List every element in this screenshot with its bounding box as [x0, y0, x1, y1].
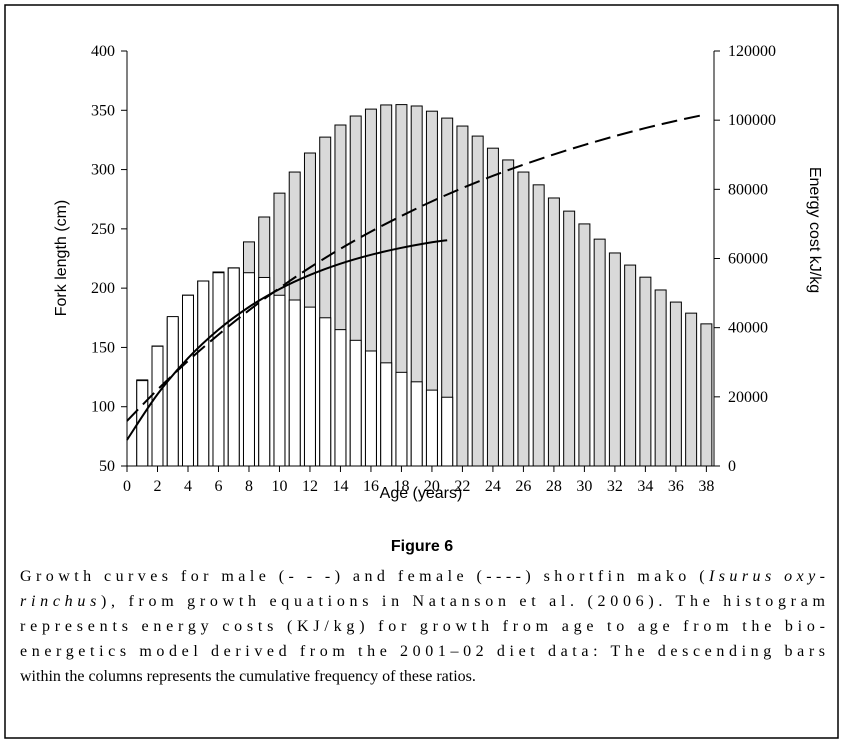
bar — [425, 389, 438, 467]
caption-text: ), from growth equations in Natanson et … — [101, 593, 826, 610]
bar — [197, 280, 210, 467]
bar — [258, 276, 271, 467]
bar — [334, 329, 347, 467]
caption-text: within the columns represents the cumula… — [20, 668, 476, 685]
y2-tick-label: 40000 — [728, 320, 768, 337]
bar — [395, 371, 408, 467]
x-tick-label: 2 — [153, 478, 161, 495]
bar — [700, 323, 713, 467]
bar — [349, 339, 362, 467]
bar — [364, 350, 377, 467]
y-tick-label: 350 — [91, 102, 115, 119]
x-tick-label: 8 — [245, 478, 253, 495]
bar — [669, 301, 682, 467]
bar — [639, 276, 652, 467]
bar — [227, 267, 240, 467]
x-tick-label: 10 — [271, 478, 287, 495]
caption-line: Growth curves for male (- - -) and femal… — [20, 568, 825, 585]
y2-tick-label: 100000 — [728, 112, 776, 129]
bar — [578, 223, 591, 467]
y2-tick-label: 80000 — [728, 181, 768, 198]
bar — [380, 362, 393, 467]
caption-text: rinchus — [20, 593, 96, 610]
caption-line: within the columns represents the cumula… — [20, 668, 476, 685]
x-tick-label: 38 — [698, 478, 714, 495]
y-tick-label: 400 — [91, 43, 115, 60]
x-tick-label: 6 — [214, 478, 222, 495]
y2-tick-label: 20000 — [728, 389, 768, 406]
bar — [288, 299, 301, 467]
caption-line: rinchus ), from growth equations in Natan… — [20, 593, 826, 610]
bar — [303, 306, 316, 467]
caption-line: energetics model derived from the 2001–0… — [20, 643, 825, 660]
x-tick-label: 24 — [485, 478, 501, 495]
caption-line: represents energy costs (KJ/kg) for grow… — [20, 618, 825, 635]
bar — [242, 272, 255, 467]
y-axis-label: Fork length (cm) — [53, 200, 70, 316]
bar — [471, 135, 484, 467]
caption-text: Growth curves for male (- - -) and femal… — [20, 568, 705, 585]
bar — [624, 264, 637, 467]
x-tick-label: 12 — [302, 478, 318, 495]
bar — [410, 381, 423, 467]
bar — [181, 294, 194, 467]
bar — [151, 345, 164, 467]
bar — [654, 289, 667, 467]
bar — [608, 252, 621, 467]
y-tick-label: 50 — [99, 458, 115, 475]
bar — [502, 159, 515, 467]
y-tick-label: 250 — [91, 221, 115, 238]
x-tick-label: 32 — [607, 478, 623, 495]
bar — [685, 312, 698, 467]
x-tick-label: 4 — [184, 478, 192, 495]
bar — [486, 147, 499, 467]
growth-curve — [126, 113, 707, 422]
y-tick-label: 100 — [91, 399, 115, 416]
bar — [563, 210, 576, 467]
y-tick-label: 300 — [91, 162, 115, 179]
caption-text: energetics model derived from the 2001–0… — [20, 643, 825, 660]
bar — [532, 184, 545, 467]
frame — [4, 4, 839, 739]
bar — [441, 396, 454, 467]
bar — [212, 272, 225, 467]
x-tick-label: 22 — [454, 478, 470, 495]
y-tick-label: 150 — [91, 339, 115, 356]
y2-tick-label: 60000 — [728, 251, 768, 268]
bar — [319, 317, 332, 467]
caption-text: represents energy costs (KJ/kg) for grow… — [20, 618, 825, 635]
x-tick-label: 20 — [424, 478, 440, 495]
bar — [517, 171, 530, 467]
y-tick-label: 200 — [91, 280, 115, 297]
x-tick-label: 28 — [546, 478, 562, 495]
bar — [166, 316, 179, 467]
y2-axis-label: Energy cost kJ/kg — [806, 167, 823, 293]
x-tick-label: 14 — [332, 478, 348, 495]
x-tick-label: 30 — [576, 478, 592, 495]
x-tick-label: 0 — [123, 478, 131, 495]
bar — [547, 197, 560, 467]
bar — [273, 294, 286, 467]
x-tick-label: 18 — [393, 478, 409, 495]
y2-tick-label: 120000 — [728, 43, 776, 60]
x-tick-label: 16 — [363, 478, 379, 495]
growth-curve — [126, 239, 448, 441]
x-tick-label: 34 — [637, 478, 653, 495]
caption-text: Isurus oxy- — [708, 568, 825, 585]
bar — [593, 238, 606, 467]
figure-label: Figure 6 — [391, 538, 453, 555]
x-tick-label: 36 — [668, 478, 684, 495]
x-axis-label: Age (years) — [380, 485, 463, 502]
bar — [456, 125, 469, 467]
y2-tick-label: 0 — [728, 458, 736, 475]
x-tick-label: 26 — [515, 478, 531, 495]
